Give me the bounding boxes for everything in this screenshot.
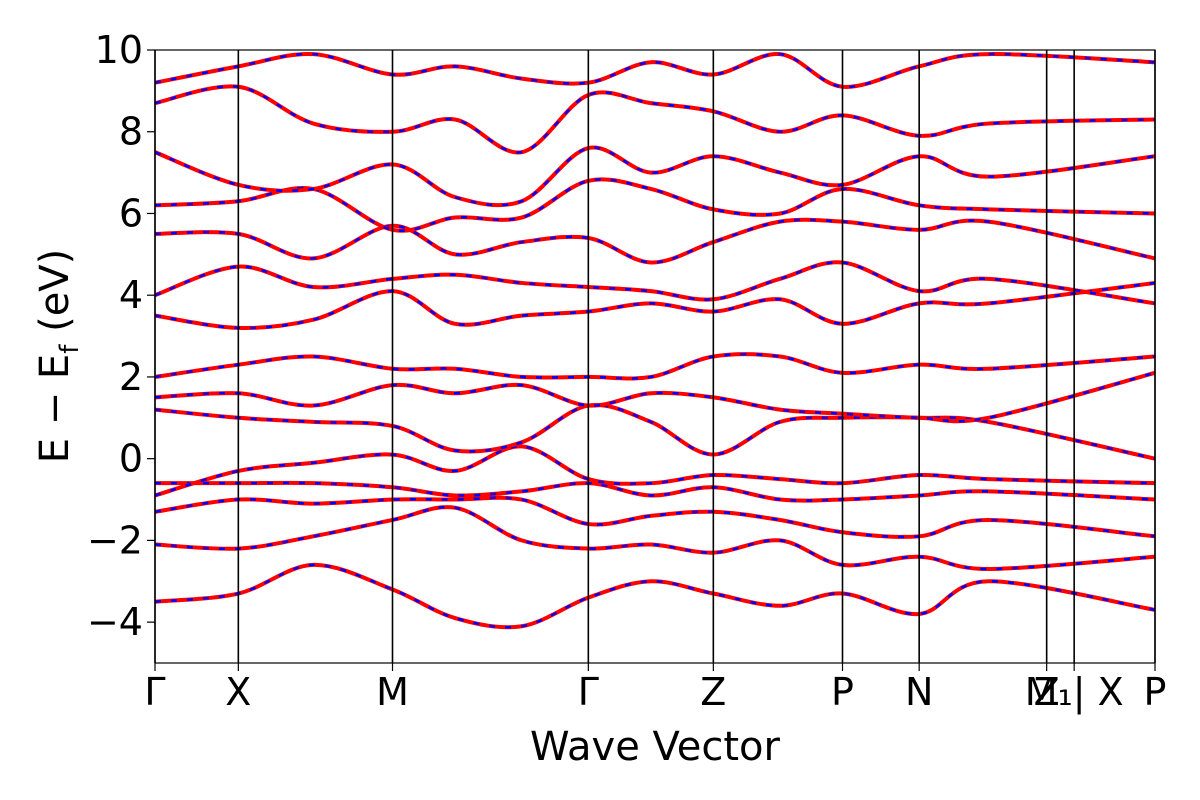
y-axis-label-main: E − E bbox=[32, 354, 78, 464]
x-tick-label: Γ bbox=[578, 670, 599, 714]
y-axis-label-sub: f bbox=[55, 344, 85, 354]
band-line-blue bbox=[155, 52, 1155, 89]
y-tick-label: −2 bbox=[87, 518, 143, 562]
band-line-blue bbox=[155, 481, 1155, 502]
band-line-red bbox=[155, 562, 1155, 630]
x-axis-label: Wave Vector bbox=[530, 724, 781, 770]
y-tick-label: −4 bbox=[87, 600, 143, 644]
y-tick-label: 8 bbox=[119, 110, 143, 154]
x-tick-label: Γ bbox=[144, 670, 165, 714]
x-tick-label: Z bbox=[1034, 670, 1060, 714]
y-axis-label-unit: (eV) bbox=[32, 249, 78, 345]
band-line-red bbox=[155, 145, 1155, 208]
band-line-blue bbox=[155, 352, 1155, 380]
band-line-blue bbox=[155, 496, 1155, 539]
x-tick-label: M₁| X bbox=[1025, 670, 1124, 715]
y-axis-ticks: −4 −2 0 2 4 6 8 10 bbox=[87, 28, 155, 644]
y-tick-label: 2 bbox=[119, 355, 143, 399]
band-line-blue bbox=[155, 505, 1155, 571]
x-tick-label: N bbox=[905, 670, 933, 714]
band-line-blue bbox=[155, 178, 1155, 232]
x-tick-label: P bbox=[831, 670, 854, 714]
band-line-blue bbox=[155, 218, 1155, 264]
x-tick-label: P bbox=[1144, 670, 1167, 714]
band-line-blue bbox=[155, 403, 1155, 460]
band-line-red bbox=[155, 260, 1155, 306]
x-tick-label: M bbox=[376, 670, 409, 714]
plot-area bbox=[154, 49, 1156, 664]
band-line-blue bbox=[155, 371, 1155, 423]
y-tick-label: 0 bbox=[119, 437, 143, 481]
band-line-red bbox=[155, 280, 1155, 330]
high-symmetry-lines bbox=[154, 50, 1156, 663]
y-tick-label: 10 bbox=[95, 28, 143, 72]
y-tick-label: 4 bbox=[119, 273, 143, 317]
x-tick-label: Z bbox=[700, 670, 726, 714]
band-line-blue bbox=[155, 445, 1155, 497]
x-tick-label: X bbox=[225, 670, 251, 714]
y-tick-label: 6 bbox=[119, 191, 143, 235]
y-axis-label: E − Ef (eV) bbox=[32, 249, 85, 464]
